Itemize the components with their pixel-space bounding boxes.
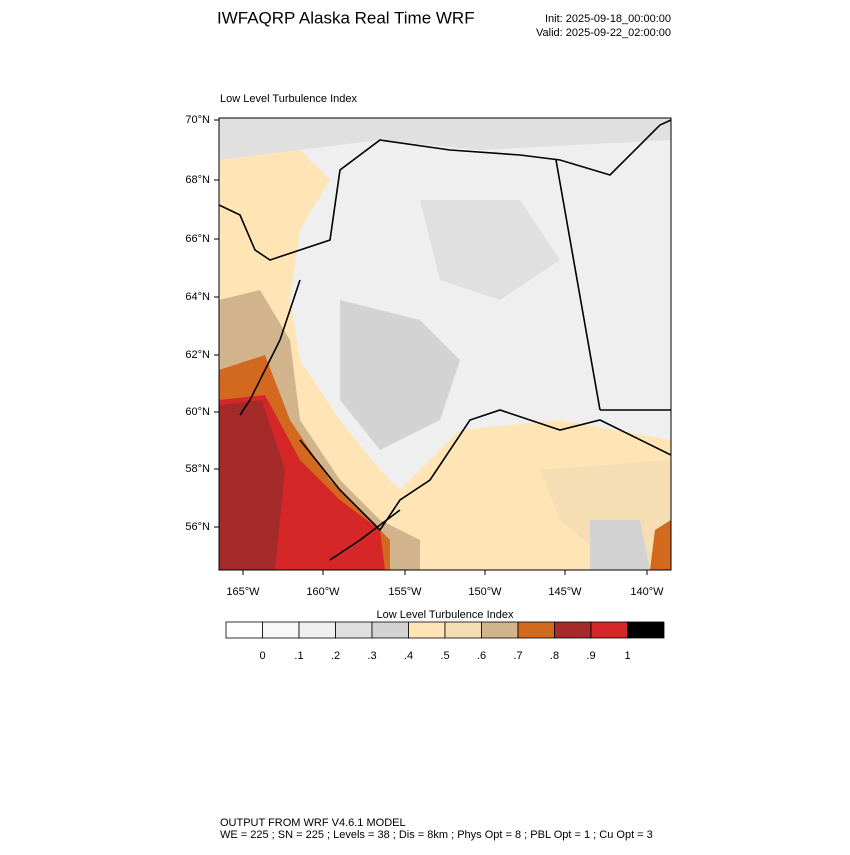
lat-label: 70°N: [185, 114, 210, 126]
map-label: Low Level Turbulence Index: [220, 93, 357, 105]
colorbar-label: .7: [513, 650, 522, 662]
footer-line: WE = 225 ; SN = 225 ; Levels = 38 ; Dis …: [220, 829, 653, 841]
lat-labels: 70°N 68°N 66°N 64°N 62°N 60°N 58°N 56°N: [185, 114, 219, 533]
title: IWFAQRP Alaska Real Time WRF: [217, 8, 475, 27]
lat-label: 62°N: [185, 349, 210, 361]
colorbar-box: [371, 621, 409, 639]
lon-label: 160°W: [306, 586, 340, 598]
colorbar-label: 0: [259, 650, 265, 662]
colorbar-label: 1: [624, 650, 630, 662]
colorbar-box: [225, 621, 263, 639]
valid-time: Valid: 2025-09-22_02:00:00: [536, 27, 671, 39]
colorbar-label: .8: [550, 650, 559, 662]
lat-label: 68°N: [185, 174, 210, 186]
lon-label: 140°W: [630, 586, 664, 598]
colorbar-title: Low Level Turbulence Index: [377, 609, 514, 621]
colorbar-box: [554, 621, 592, 639]
colorbar-label: .2: [331, 650, 340, 662]
colorbar-label: .5: [440, 650, 449, 662]
colorbar-box: [408, 621, 446, 639]
colorbar-box: [298, 621, 336, 639]
map-frame: [218, 117, 672, 571]
colorbar-box: [335, 621, 373, 639]
lat-label: 56°N: [185, 521, 210, 533]
colorbar-box: [262, 621, 300, 639]
lon-label: 165°W: [226, 586, 260, 598]
colorbar: 0 .1 .2 .3 .4 .5 .6 .7 .8 .9 1: [225, 621, 665, 662]
lat-label: 66°N: [185, 233, 210, 245]
colorbar-label: .4: [404, 650, 413, 662]
colorbar-box: [517, 621, 555, 639]
map-field: [219, 118, 671, 570]
colorbar-box: [444, 621, 482, 639]
colorbar-box: [481, 621, 519, 639]
lon-label: 155°W: [388, 586, 422, 598]
footer-line: OUTPUT FROM WRF V4.6.1 MODEL: [220, 817, 406, 829]
lon-label: 150°W: [468, 586, 502, 598]
colorbar-box: [627, 621, 665, 639]
colorbar-label: .6: [477, 650, 486, 662]
lat-label: 58°N: [185, 463, 210, 475]
init-time: Init: 2025-09-18_00:00:00: [545, 13, 671, 25]
lat-label: 60°N: [185, 406, 210, 418]
lon-label: 145°W: [548, 586, 582, 598]
lon-labels: 165°W 160°W 155°W 150°W 145°W 140°W: [226, 570, 664, 598]
colorbar-label: .3: [367, 650, 376, 662]
colorbar-box: [590, 621, 628, 639]
colorbar-label: .9: [586, 650, 595, 662]
colorbar-label: .1: [294, 650, 303, 662]
lat-label: 64°N: [185, 291, 210, 303]
